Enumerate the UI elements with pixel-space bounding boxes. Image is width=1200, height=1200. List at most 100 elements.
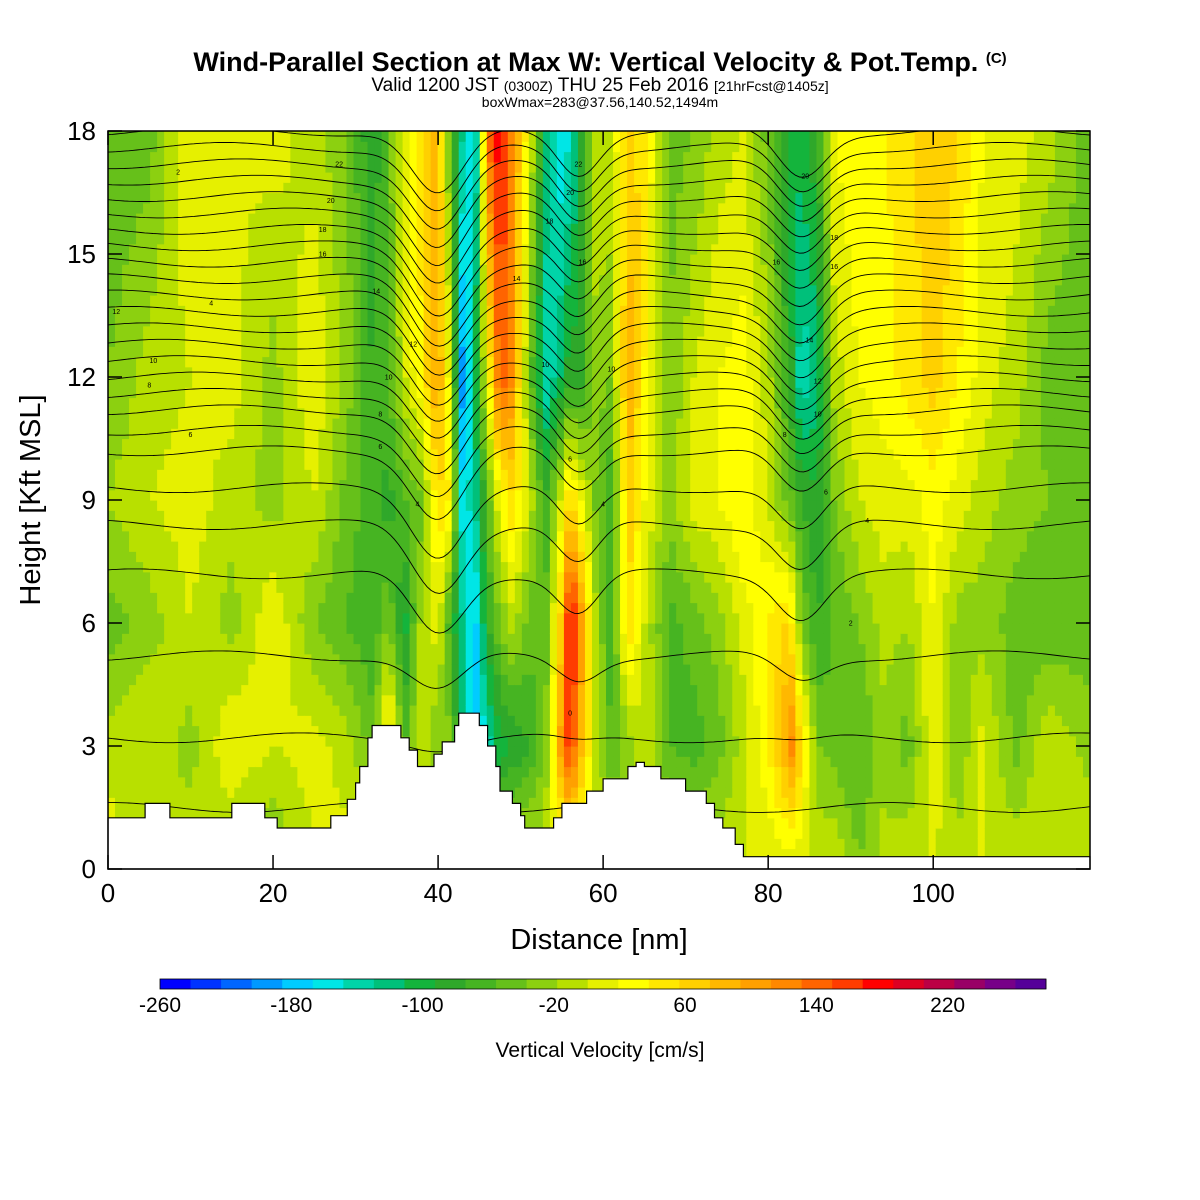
heatmap-cell — [213, 284, 221, 296]
heatmap-cell — [507, 356, 516, 368]
heatmap-cell — [577, 325, 586, 337]
heatmap-cell — [374, 418, 383, 429]
heatmap-cell — [248, 500, 256, 511]
heatmap-cell — [269, 448, 277, 460]
heatmap-cell — [220, 223, 228, 235]
heatmap-cell — [507, 438, 516, 450]
heatmap-cell — [535, 192, 544, 204]
heatmap-cell — [409, 172, 418, 183]
heatmap-cell — [479, 643, 488, 655]
heatmap-cell — [129, 172, 137, 183]
heatmap-cell — [276, 705, 284, 716]
heatmap-cell — [178, 582, 186, 593]
heatmap-cell — [409, 233, 418, 245]
heatmap-cell — [276, 356, 284, 368]
heatmap-cell — [430, 131, 439, 142]
heatmap-cell — [556, 684, 565, 696]
heatmap-cell — [507, 459, 516, 470]
heatmap-cell — [248, 161, 256, 173]
heatmap-cell — [367, 366, 376, 378]
heatmap-cell — [304, 694, 313, 706]
heatmap-cell — [129, 674, 137, 686]
heatmap-cell — [157, 459, 165, 470]
heatmap-cell — [164, 592, 172, 604]
heatmap-cell — [136, 500, 144, 511]
heatmap-cell — [353, 161, 362, 173]
heatmap-cell — [297, 797, 305, 809]
heatmap-cell — [234, 243, 242, 255]
heatmap-cell — [283, 264, 291, 276]
heatmap-cell — [283, 694, 291, 706]
heatmap-cell — [122, 254, 130, 265]
heatmap-cell — [514, 243, 523, 255]
heatmap-cell — [297, 356, 305, 368]
heatmap-cell — [136, 602, 144, 614]
heatmap-cell — [199, 592, 207, 604]
heatmap-cell — [234, 725, 242, 737]
heatmap-cell — [143, 592, 151, 604]
heatmap-cell — [395, 223, 404, 235]
heatmap-cell — [276, 684, 284, 696]
heatmap-cell — [556, 756, 565, 768]
heatmap-cell — [178, 223, 186, 235]
heatmap-cell — [444, 192, 453, 204]
heatmap-cell — [220, 705, 228, 716]
heatmap-cell — [367, 387, 376, 399]
heatmap-cell — [213, 387, 221, 399]
heatmap-cell — [129, 459, 137, 470]
heatmap-cell — [444, 202, 453, 214]
heatmap-cell — [500, 520, 509, 532]
heatmap-cell — [213, 746, 221, 757]
heatmap-cell — [143, 151, 151, 163]
heatmap-cell — [269, 602, 277, 614]
heatmap-cell — [304, 623, 313, 634]
heatmap-cell — [206, 407, 214, 419]
heatmap-cell — [570, 530, 579, 542]
heatmap-cell — [584, 387, 593, 399]
heatmap-cell — [514, 797, 523, 809]
heatmap-cell — [213, 653, 221, 665]
heatmap-cell — [458, 438, 467, 450]
heatmap-cell — [367, 243, 376, 255]
heatmap-cell — [192, 438, 200, 450]
heatmap-cell — [416, 284, 425, 296]
heatmap-cell — [311, 633, 320, 645]
heatmap-cell — [507, 428, 516, 440]
heatmap-cell — [500, 202, 509, 214]
heatmap-cell — [353, 151, 362, 163]
heatmap-cell — [150, 325, 158, 337]
heatmap-cell — [493, 346, 502, 358]
heatmap-cell — [150, 571, 158, 583]
heatmap-cell — [465, 541, 474, 552]
heatmap-cell — [479, 315, 488, 327]
heatmap-cell — [220, 264, 228, 276]
heatmap-cell — [486, 674, 495, 686]
heatmap-cell — [122, 582, 130, 593]
heatmap-cell — [311, 172, 320, 183]
heatmap-cell — [339, 305, 348, 317]
heatmap-cell — [563, 407, 572, 419]
heatmap-cell — [570, 418, 579, 429]
heatmap-cell — [171, 336, 179, 347]
heatmap-cell — [437, 469, 446, 481]
heatmap-cell — [577, 561, 586, 573]
heatmap-cell — [346, 776, 355, 788]
heatmap-cell — [171, 766, 179, 778]
heatmap-cell — [108, 131, 116, 142]
heatmap-cell — [136, 582, 144, 593]
heatmap-cell — [360, 233, 369, 245]
heatmap-cell — [402, 233, 411, 245]
heatmap-cell — [150, 459, 158, 470]
heatmap-cell — [528, 366, 537, 378]
heatmap-cell — [500, 192, 509, 204]
heatmap-cell — [297, 725, 305, 737]
heatmap-cell — [479, 366, 488, 378]
heatmap-cell — [465, 366, 474, 378]
heatmap-cell — [241, 336, 249, 347]
heatmap-cell — [136, 479, 144, 491]
heatmap-cell — [465, 407, 474, 419]
heatmap-cell — [437, 561, 446, 573]
heatmap-cell — [584, 623, 593, 634]
heatmap-cell — [556, 202, 565, 214]
heatmap-cell — [570, 295, 579, 306]
